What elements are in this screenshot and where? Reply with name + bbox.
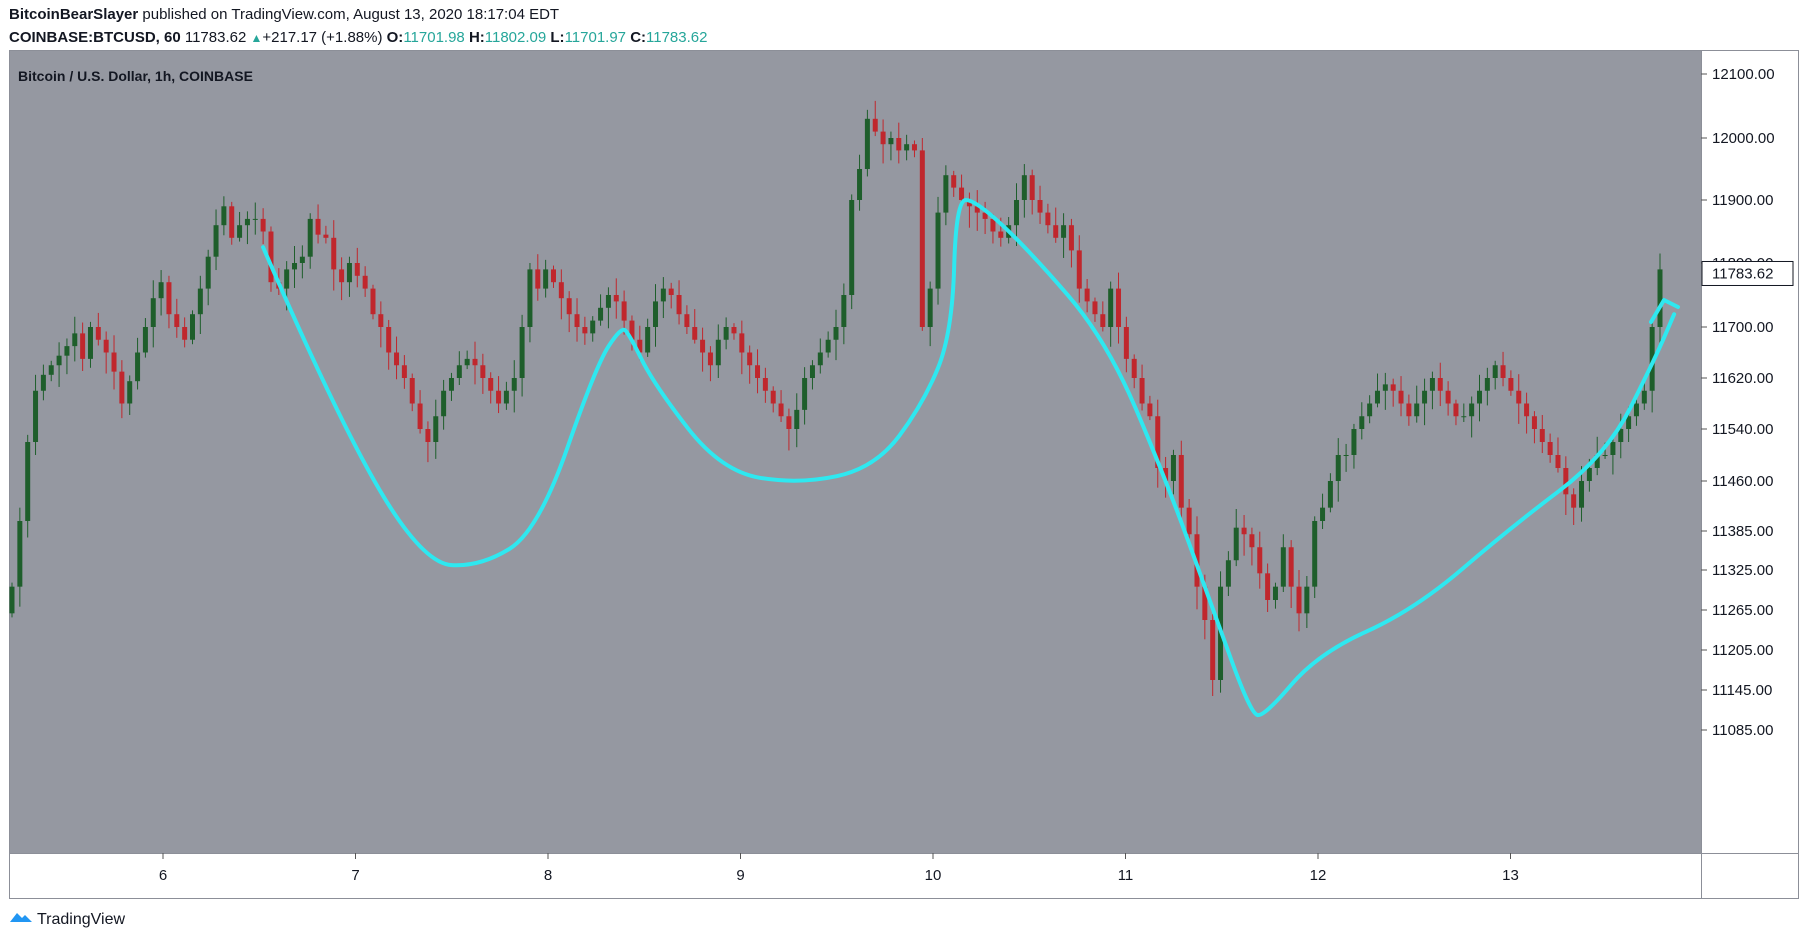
price-change: +217.17 (+1.88%): [262, 29, 383, 46]
chart-frame: [9, 50, 1799, 899]
symbol-legend: COINBASE:BTCUSD, 60 11783.62 ▲+217.17 (+…: [9, 29, 707, 46]
chart-title: Bitcoin / U.S. Dollar, 1h, COINBASE: [18, 68, 253, 84]
high-value: 11802.09: [484, 29, 547, 46]
last-price: 11783.62: [184, 29, 247, 46]
publish-text: published on TradingView.com, August 13,…: [142, 6, 560, 23]
low-value: 11701.97: [564, 29, 627, 46]
high-label: H:: [468, 29, 485, 46]
symbol-name: COINBASE:BTCUSD, 60: [9, 29, 181, 46]
price-axis-divider: [1701, 50, 1702, 899]
open-value: 11701.98: [403, 29, 465, 46]
up-arrow-icon: ▲: [250, 31, 263, 45]
footer: TradingView: [9, 910, 125, 929]
close-label: C:: [630, 29, 647, 46]
author-name[interactable]: BitcoinBearSlayer: [9, 6, 139, 23]
publish-info: BitcoinBearSlayer published on TradingVi…: [9, 6, 559, 23]
low-label: L:: [550, 29, 565, 46]
tradingview-logo-icon[interactable]: [9, 910, 33, 929]
close-value: 11783.62: [646, 29, 708, 46]
footer-brand[interactable]: TradingView: [37, 910, 126, 928]
time-axis-divider: [9, 853, 1799, 854]
open-label: O:: [386, 29, 404, 46]
